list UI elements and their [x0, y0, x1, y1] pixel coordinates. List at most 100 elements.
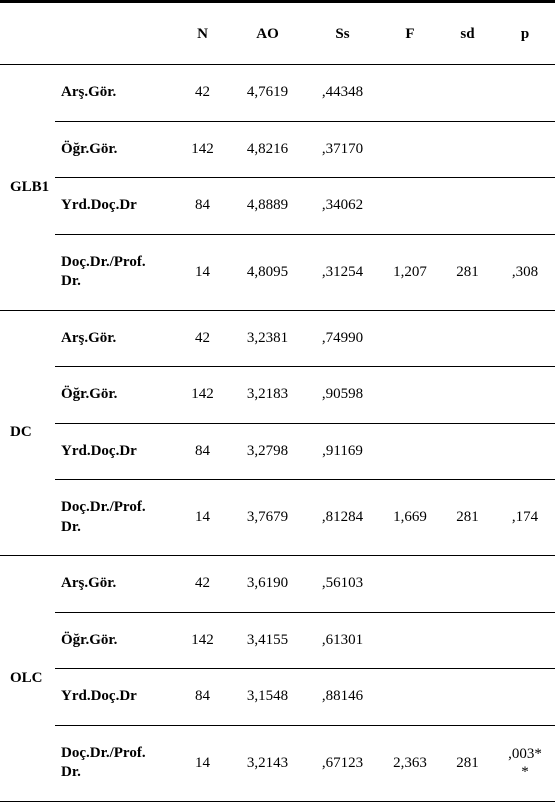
- ss-cell: ,81284: [305, 480, 380, 556]
- ss-cell: ,67123: [305, 725, 380, 801]
- position-cell: Yrd.Doç.Dr: [55, 423, 175, 480]
- position-cell: Öğr.Gör.: [55, 367, 175, 424]
- ao-cell: 4,7619: [230, 65, 305, 122]
- n-cell: 42: [175, 556, 230, 613]
- table-row: Doç.Dr./Prof.Dr. 14 3,2143 ,67123 2,363 …: [0, 725, 555, 801]
- ss-cell: ,88146: [305, 669, 380, 726]
- ao-cell: 4,8889: [230, 178, 305, 235]
- table-row: OLC Arş.Gör. 42 3,6190 ,56103: [0, 556, 555, 613]
- n-cell: 42: [175, 65, 230, 122]
- table-row: Doç.Dr./Prof.Dr. 14 4,8095 ,31254 1,207 …: [0, 234, 555, 310]
- position-cell: Yrd.Doç.Dr: [55, 669, 175, 726]
- f-cell: 1,207: [380, 234, 440, 310]
- ao-cell: 3,1548: [230, 669, 305, 726]
- f-cell: [380, 669, 440, 726]
- sd-cell: 281: [440, 480, 495, 556]
- ao-cell: 3,2798: [230, 423, 305, 480]
- p-cell: [495, 423, 555, 480]
- p-cell: [495, 612, 555, 669]
- p-cell: [495, 121, 555, 178]
- position-cell: Arş.Gör.: [55, 65, 175, 122]
- p-cell: [495, 367, 555, 424]
- p-cell: [495, 310, 555, 367]
- position-cell: Doç.Dr./Prof.Dr.: [55, 234, 175, 310]
- col-position-blank: [55, 5, 175, 65]
- position-cell: Arş.Gör.: [55, 556, 175, 613]
- ss-cell: ,91169: [305, 423, 380, 480]
- sd-cell: [440, 612, 495, 669]
- f-cell: [380, 178, 440, 235]
- f-cell: [380, 612, 440, 669]
- f-cell: [380, 423, 440, 480]
- sd-cell: [440, 178, 495, 235]
- p-cell: [495, 669, 555, 726]
- n-cell: 142: [175, 612, 230, 669]
- sd-cell: [440, 423, 495, 480]
- table-row: Öğr.Gör. 142 3,2183 ,90598: [0, 367, 555, 424]
- position-cell: Doç.Dr./Prof.Dr.: [55, 480, 175, 556]
- n-cell: 14: [175, 234, 230, 310]
- f-cell: [380, 121, 440, 178]
- anova-table: N AO Ss F sd p GLB1 Arş.Gör. 42 4,7619 ,…: [0, 0, 555, 802]
- sd-cell: [440, 121, 495, 178]
- position-label: Doç.Dr./Prof.Dr.: [61, 499, 146, 535]
- sd-cell: [440, 556, 495, 613]
- ao-cell: 4,8216: [230, 121, 305, 178]
- col-sd: sd: [440, 5, 495, 65]
- ao-cell: 4,8095: [230, 234, 305, 310]
- ss-cell: ,74990: [305, 310, 380, 367]
- n-cell: 142: [175, 367, 230, 424]
- position-cell: Yrd.Doç.Dr: [55, 178, 175, 235]
- sd-cell: [440, 669, 495, 726]
- ao-cell: 3,2381: [230, 310, 305, 367]
- col-p: p: [495, 5, 555, 65]
- ss-cell: ,44348: [305, 65, 380, 122]
- group-label: OLC: [0, 556, 55, 802]
- position-label: Doç.Dr./Prof.Dr.: [61, 254, 146, 290]
- position-cell: Arş.Gör.: [55, 310, 175, 367]
- position-cell: Öğr.Gör.: [55, 612, 175, 669]
- col-n: N: [175, 5, 230, 65]
- sd-cell: 281: [440, 234, 495, 310]
- table-row: Doç.Dr./Prof.Dr. 14 3,7679 ,81284 1,669 …: [0, 480, 555, 556]
- table-row: GLB1 Arş.Gör. 42 4,7619 ,44348: [0, 65, 555, 122]
- position-label: Doç.Dr./Prof.Dr.: [61, 745, 146, 781]
- p-cell: ,003**: [495, 725, 555, 801]
- n-cell: 84: [175, 669, 230, 726]
- position-cell: Öğr.Gör.: [55, 121, 175, 178]
- ao-cell: 3,4155: [230, 612, 305, 669]
- ao-cell: 3,2183: [230, 367, 305, 424]
- sd-cell: [440, 310, 495, 367]
- table-row: Yrd.Doç.Dr 84 4,8889 ,34062: [0, 178, 555, 235]
- f-cell: 1,669: [380, 480, 440, 556]
- n-cell: 14: [175, 480, 230, 556]
- sd-cell: 281: [440, 725, 495, 801]
- ao-cell: 3,2143: [230, 725, 305, 801]
- table-row: Öğr.Gör. 142 3,4155 ,61301: [0, 612, 555, 669]
- table-row: Yrd.Doç.Dr 84 3,2798 ,91169: [0, 423, 555, 480]
- p-cell: [495, 556, 555, 613]
- table-row: Öğr.Gör. 142 4,8216 ,37170: [0, 121, 555, 178]
- n-cell: 84: [175, 423, 230, 480]
- f-cell: [380, 310, 440, 367]
- n-cell: 14: [175, 725, 230, 801]
- position-cell: Doç.Dr./Prof.Dr.: [55, 725, 175, 801]
- group-label: GLB1: [0, 65, 55, 311]
- n-cell: 84: [175, 178, 230, 235]
- ss-cell: ,90598: [305, 367, 380, 424]
- sd-cell: [440, 367, 495, 424]
- col-ao: AO: [230, 5, 305, 65]
- header-row: N AO Ss F sd p: [0, 5, 555, 65]
- ss-cell: ,61301: [305, 612, 380, 669]
- col-f: F: [380, 5, 440, 65]
- f-cell: [380, 367, 440, 424]
- ao-cell: 3,7679: [230, 480, 305, 556]
- ss-cell: ,34062: [305, 178, 380, 235]
- col-ss: Ss: [305, 5, 380, 65]
- ao-cell: 3,6190: [230, 556, 305, 613]
- n-cell: 42: [175, 310, 230, 367]
- table-row: DC Arş.Gör. 42 3,2381 ,74990: [0, 310, 555, 367]
- f-cell: [380, 556, 440, 613]
- f-cell: [380, 65, 440, 122]
- n-cell: 142: [175, 121, 230, 178]
